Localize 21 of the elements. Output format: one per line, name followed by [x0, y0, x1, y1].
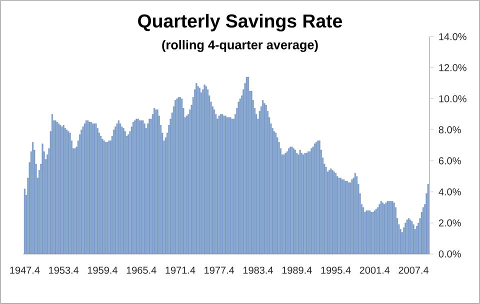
y-tick-label: 0.0%	[438, 250, 461, 258]
x-tick-label: 1953.4	[49, 266, 79, 274]
y-tick-label: 6.0%	[438, 157, 461, 164]
x-tick-label: 1983.4	[243, 266, 273, 274]
x-tick-label: 1965.4	[126, 266, 156, 274]
y-tick-label: 12.0%	[439, 64, 466, 72]
x-tick-label: 2001.4	[360, 266, 390, 274]
y-tick-label: 4.0%	[438, 188, 461, 196]
x-tick-label: 1989.4	[282, 266, 312, 274]
y-tick-label: 14.0%	[439, 33, 466, 40]
x-tick-label: 1959.4	[88, 266, 118, 274]
x-tick-label: 1947.4	[10, 266, 40, 274]
x-tick-label: 1971.4	[166, 266, 196, 274]
x-tick-label: 2007.4	[398, 266, 429, 274]
x-tick-label: 1977.4	[204, 266, 234, 274]
chart-title: Quarterly Savings Rate	[138, 14, 342, 32]
y-tick-label: 10.0%	[439, 95, 466, 102]
y-tick-label: 2.0%	[438, 219, 461, 226]
x-tick-label: 1995.4	[321, 266, 351, 274]
y-tick-label: 8.0%	[438, 126, 461, 134]
chart-subtitle: (rolling 4-quarter average)	[162, 40, 318, 52]
